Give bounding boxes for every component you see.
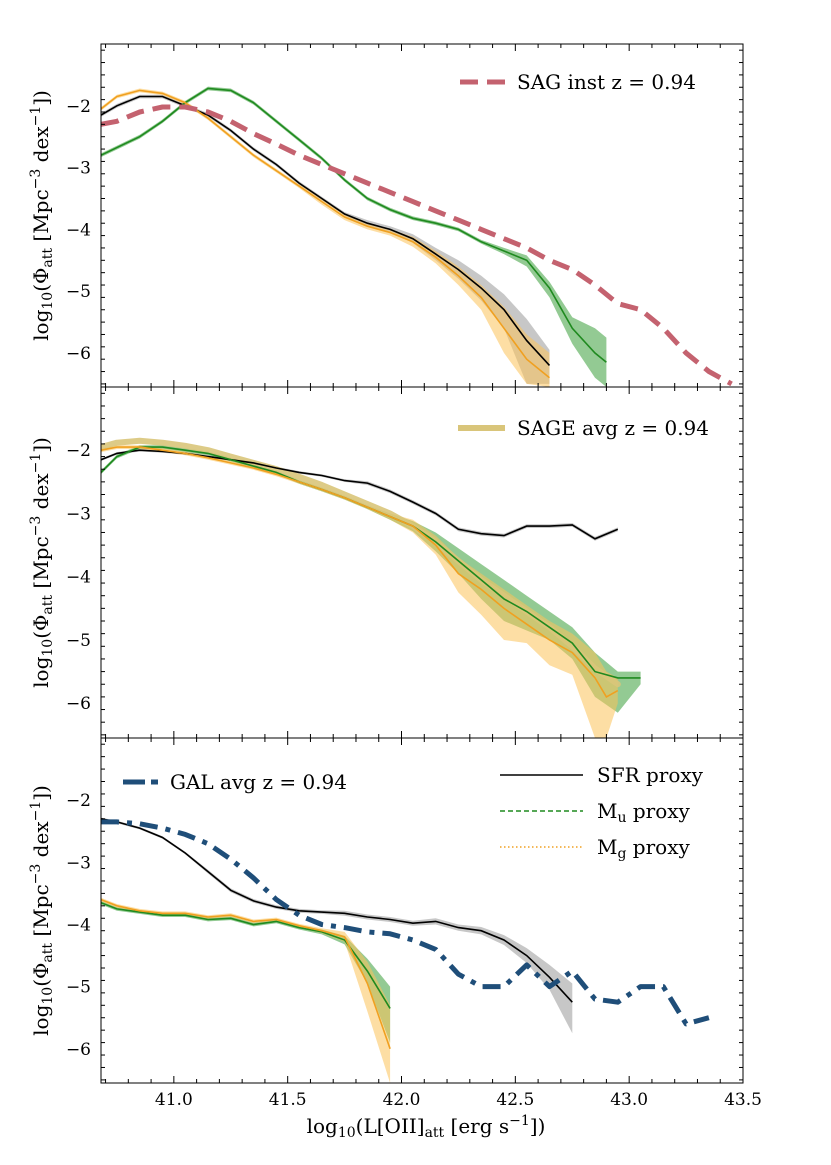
legend-label: SAGE avg z = 0.94 [517, 416, 709, 440]
y-axis-label: log10(Φatt [Mpc−3 dex−1]) [28, 90, 56, 341]
band-sfr-proxy [101, 94, 550, 384]
line-sfr-proxy [101, 449, 619, 540]
line-mg-proxy [101, 89, 551, 379]
x-tick-label: 43.5 [724, 1090, 762, 1110]
y-tick-label: −4 [66, 915, 91, 935]
y-tick-label: −2 [66, 791, 91, 811]
reference-curve [101, 819, 710, 1027]
band-sfr-proxy [101, 817, 573, 1034]
y-tick-label: −5 [66, 282, 91, 302]
line-sfr-proxy [101, 95, 551, 366]
line-mu-proxy [101, 87, 607, 363]
legend-label: GAL avg z = 0.94 [170, 770, 347, 794]
y-tick-label: −3 [66, 504, 91, 524]
y-tick-label: −6 [66, 1040, 91, 1060]
legend-label: SAG inst z = 0.94 [517, 70, 696, 94]
plot-area [101, 86, 733, 387]
y-axis-label: log10(Φatt [Mpc−3 dex−1]) [28, 437, 56, 688]
panel-middle: −2 −3 −4 −5 −6 log10(Φatt [Mpc−3 dex−1]) SAGE … [28, 386, 744, 739]
band-mg-proxy [101, 88, 550, 387]
x-tick-label: 42.5 [496, 1090, 534, 1110]
y-tick-label: −4 [66, 568, 91, 588]
line-mg-proxy [101, 446, 619, 698]
plot-area [101, 817, 710, 1083]
y-tick-label: −5 [66, 978, 91, 998]
legend-label: Mu proxy [597, 799, 691, 826]
y-tick-label: −2 [66, 441, 91, 461]
legend-label: SFR proxy [597, 763, 704, 787]
y-tick-label: −6 [66, 694, 91, 714]
y-axis-label: log10(Φatt [Mpc−3 dex−1]) [28, 785, 56, 1036]
y-tick-label: −6 [66, 344, 91, 364]
y-tick-label: −2 [66, 97, 91, 117]
y-tick-label: −5 [66, 631, 91, 651]
x-tick-label: 41.5 [269, 1090, 307, 1110]
x-axis-label: log10(L[OII]att [erg s−1]) [307, 1113, 546, 1141]
line-mu-proxy [101, 901, 391, 1009]
x-tick-label: 43.0 [610, 1090, 648, 1110]
y-tick-label: −3 [66, 853, 91, 873]
reference-curve [101, 104, 733, 387]
panel-top: −2 −3 −4 −5 −6 log10(Φatt [Mpc−3 dex−1]) SAG i… [28, 43, 744, 388]
band-mg-proxy [101, 445, 618, 738]
axes-frame [100, 737, 744, 1084]
line-mg-proxy [101, 898, 391, 1050]
band-sfr-proxy [101, 449, 618, 541]
y-tick-label: −3 [66, 159, 91, 179]
y-tick-label: −4 [66, 220, 91, 240]
x-tick-label: 42.0 [383, 1090, 421, 1110]
line-sfr-proxy [101, 818, 573, 1003]
panels: −2 −3 −4 −5 −6 log10(Φatt [Mpc−3 dex−1]) SAG i… [28, 43, 762, 1110]
x-tick-label: 41.0 [155, 1090, 193, 1110]
plot-area [101, 437, 641, 738]
legend-label: Mg proxy [597, 835, 690, 862]
panel-bottom: −2 −3 −4 −5 −6 41.0 41.5 42.0 42.5 43.0 43.5 log10(… [28, 737, 762, 1110]
